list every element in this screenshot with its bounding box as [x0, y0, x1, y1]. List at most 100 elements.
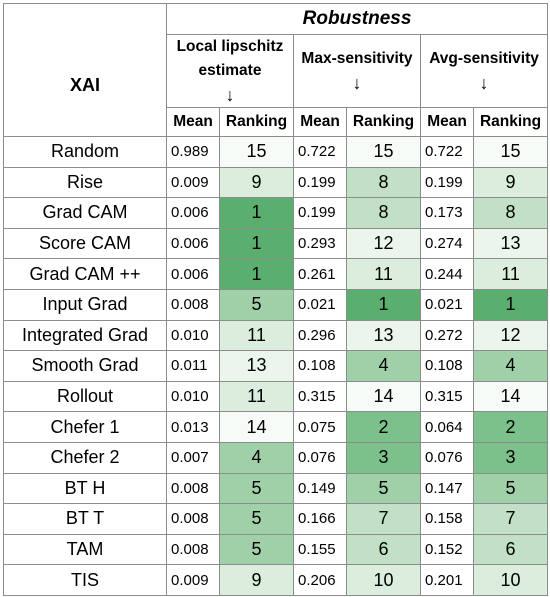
- avg-sensitivity-mean-cell: 0.152: [420, 533, 474, 566]
- table-body: Random 0.989 15 0.722 15 0.722 15 Rise 0.009 9 0.1…: [3, 136, 549, 596]
- metric-header-max-sensitivity: Max-sensitivity ↓: [293, 34, 421, 108]
- ranking-header: Ranking: [346, 107, 421, 137]
- metric-name: Avg-sensitivity: [429, 50, 539, 67]
- lle-mean-cell: 0.009: [166, 564, 220, 596]
- table-row: Score CAM 0.006 1 0.293 12 0.274 13: [3, 227, 549, 260]
- avg-sensitivity-rank-cell: 12: [472, 319, 549, 352]
- max-sensitivity-mean-cell: 0.149: [293, 472, 347, 505]
- max-sensitivity-rank-cell: 11: [346, 258, 421, 290]
- max-sensitivity-mean-cell: 0.296: [293, 319, 347, 352]
- metric-header-lle: Local lipschitz estimate ↓: [166, 34, 294, 108]
- max-sensitivity-rank-cell: 7: [346, 503, 421, 535]
- max-sensitivity-mean-cell: 0.293: [293, 227, 347, 260]
- avg-sensitivity-mean-cell: 0.021: [420, 288, 474, 321]
- avg-sensitivity-mean-cell: 0.173: [420, 197, 474, 229]
- max-sensitivity-rank-cell: 3: [346, 441, 421, 474]
- method-cell: Score CAM: [3, 227, 167, 260]
- lle-rank-cell: 11: [219, 319, 294, 352]
- down-arrow-icon: ↓: [225, 85, 235, 105]
- lle-rank-cell: 1: [219, 227, 294, 260]
- max-sensitivity-rank-cell: 6: [346, 533, 421, 566]
- avg-sensitivity-mean-cell: 0.315: [420, 380, 474, 413]
- down-arrow-icon: ↓: [352, 73, 362, 93]
- metric-header-avg-sensitivity: Avg-sensitivity ↓: [419, 34, 549, 108]
- lle-rank-cell: 4: [219, 441, 294, 474]
- method-cell: TAM: [3, 533, 167, 566]
- table-row: BT H 0.008 5 0.149 5 0.147 5: [3, 472, 549, 505]
- avg-sensitivity-mean-cell: 0.272: [420, 319, 474, 352]
- mean-header: Mean: [166, 107, 220, 137]
- max-sensitivity-mean-cell: 0.315: [293, 380, 347, 413]
- max-sensitivity-rank-cell: 5: [346, 472, 421, 505]
- lle-mean-cell: 0.011: [166, 350, 220, 382]
- max-sensitivity-rank-cell: 10: [346, 564, 421, 596]
- ranking-header: Ranking: [219, 107, 294, 137]
- max-sensitivity-mean-cell: 0.199: [293, 197, 347, 229]
- table-row: BT T 0.008 5 0.166 7 0.158 7: [3, 503, 549, 535]
- table-row: TAM 0.008 5 0.155 6 0.152 6: [3, 533, 549, 566]
- mean-header: Mean: [293, 107, 347, 137]
- corner-cell: [3, 3, 167, 35]
- max-sensitivity-mean-cell: 0.076: [293, 441, 347, 474]
- max-sensitivity-rank-cell: 8: [346, 166, 421, 199]
- avg-sensitivity-mean-cell: 0.244: [420, 258, 474, 290]
- max-sensitivity-mean-cell: 0.206: [293, 564, 347, 596]
- method-cell: Smooth Grad: [3, 350, 167, 382]
- max-sensitivity-mean-cell: 0.155: [293, 533, 347, 566]
- lle-mean-cell: 0.008: [166, 472, 220, 505]
- lle-mean-cell: 0.009: [166, 166, 220, 199]
- avg-sensitivity-rank-cell: 9: [472, 166, 549, 199]
- max-sensitivity-rank-cell: 8: [346, 197, 421, 229]
- xai-header: XAI: [3, 34, 167, 137]
- table-row: Chefer 1 0.013 14 0.075 2 0.064 2: [3, 411, 549, 443]
- avg-sensitivity-rank-cell: 15: [472, 136, 549, 168]
- group-title: Robustness: [165, 3, 549, 35]
- table-row: TIS 0.009 9 0.206 10 0.201 10: [3, 564, 549, 596]
- max-sensitivity-rank-cell: 2: [346, 411, 421, 443]
- max-sensitivity-mean-cell: 0.075: [293, 411, 347, 443]
- avg-sensitivity-rank-cell: 2: [472, 411, 549, 443]
- avg-sensitivity-mean-cell: 0.201: [420, 564, 474, 596]
- max-sensitivity-mean-cell: 0.021: [293, 288, 347, 321]
- avg-sensitivity-rank-cell: 13: [472, 227, 549, 260]
- method-cell: Rise: [3, 166, 167, 199]
- avg-sensitivity-rank-cell: 3: [472, 441, 549, 474]
- lle-rank-cell: 5: [219, 472, 294, 505]
- avg-sensitivity-mean-cell: 0.722: [420, 136, 474, 168]
- lle-mean-cell: 0.006: [166, 258, 220, 290]
- max-sensitivity-rank-cell: 12: [346, 227, 421, 260]
- lle-rank-cell: 5: [219, 288, 294, 321]
- table-row: Chefer 2 0.007 4 0.076 3 0.076 3: [3, 441, 549, 474]
- lle-rank-cell: 9: [219, 166, 294, 199]
- lle-rank-cell: 1: [219, 197, 294, 229]
- lle-rank-cell: 9: [219, 564, 294, 596]
- lle-rank-cell: 11: [219, 380, 294, 413]
- method-cell: Chefer 1: [3, 411, 167, 443]
- max-sensitivity-rank-cell: 13: [346, 319, 421, 352]
- lle-rank-cell: 15: [219, 136, 294, 168]
- method-cell: BT H: [3, 472, 167, 505]
- avg-sensitivity-mean-cell: 0.158: [420, 503, 474, 535]
- method-cell: Chefer 2: [3, 441, 167, 474]
- lle-mean-cell: 0.008: [166, 533, 220, 566]
- avg-sensitivity-rank-cell: 6: [472, 533, 549, 566]
- max-sensitivity-rank-cell: 4: [346, 350, 421, 382]
- robustness-table: Robustness XAI Local lipschitz estimate …: [3, 3, 549, 596]
- lle-mean-cell: 0.989: [166, 136, 220, 168]
- max-sensitivity-mean-cell: 0.108: [293, 350, 347, 382]
- lle-mean-cell: 0.006: [166, 227, 220, 260]
- lle-mean-cell: 0.010: [166, 380, 220, 413]
- table-row: Smooth Grad 0.011 13 0.108 4 0.108 4: [3, 350, 549, 382]
- avg-sensitivity-mean-cell: 0.108: [420, 350, 474, 382]
- avg-sensitivity-rank-cell: 1: [472, 288, 549, 321]
- lle-rank-cell: 14: [219, 411, 294, 443]
- avg-sensitivity-rank-cell: 8: [472, 197, 549, 229]
- avg-sensitivity-mean-cell: 0.076: [420, 441, 474, 474]
- avg-sensitivity-rank-cell: 5: [472, 472, 549, 505]
- max-sensitivity-mean-cell: 0.199: [293, 166, 347, 199]
- lle-rank-cell: 5: [219, 503, 294, 535]
- max-sensitivity-mean-cell: 0.261: [293, 258, 347, 290]
- avg-sensitivity-mean-cell: 0.147: [420, 472, 474, 505]
- method-cell: Integrated Grad: [3, 319, 167, 352]
